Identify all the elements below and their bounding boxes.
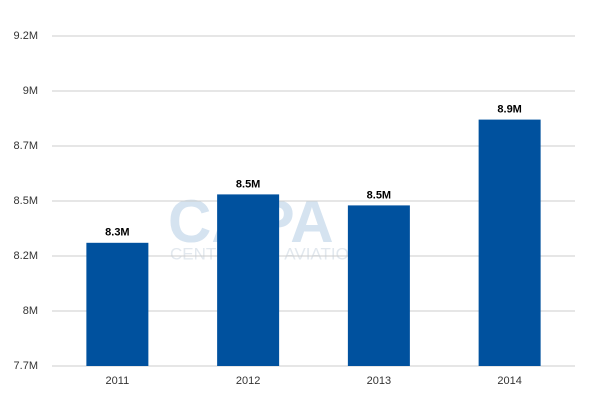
- y-tick-label: 7.7M: [14, 360, 38, 372]
- data-label: 8.3M: [105, 227, 129, 239]
- x-tick-label: 2014: [497, 375, 521, 387]
- bar: [86, 242, 149, 366]
- y-tick-label: 9M: [23, 85, 38, 97]
- data-label: 8.5M: [367, 189, 391, 201]
- y-tick-label: 9.2M: [14, 30, 38, 42]
- y-tick-label: 8M: [23, 305, 38, 317]
- x-tick-label: 2012: [236, 375, 260, 387]
- y-tick-label: 8.5M: [14, 195, 38, 207]
- x-tick-label: 2011: [106, 375, 130, 387]
- x-tick-label: 2013: [367, 375, 391, 387]
- y-tick-label: 8.2M: [14, 250, 38, 262]
- bar: [478, 119, 541, 366]
- bar: [217, 194, 280, 366]
- bar: [347, 205, 410, 366]
- data-label: 8.5M: [236, 178, 260, 190]
- y-tick-label: 8.7M: [14, 140, 38, 152]
- data-label: 8.9M: [497, 104, 521, 116]
